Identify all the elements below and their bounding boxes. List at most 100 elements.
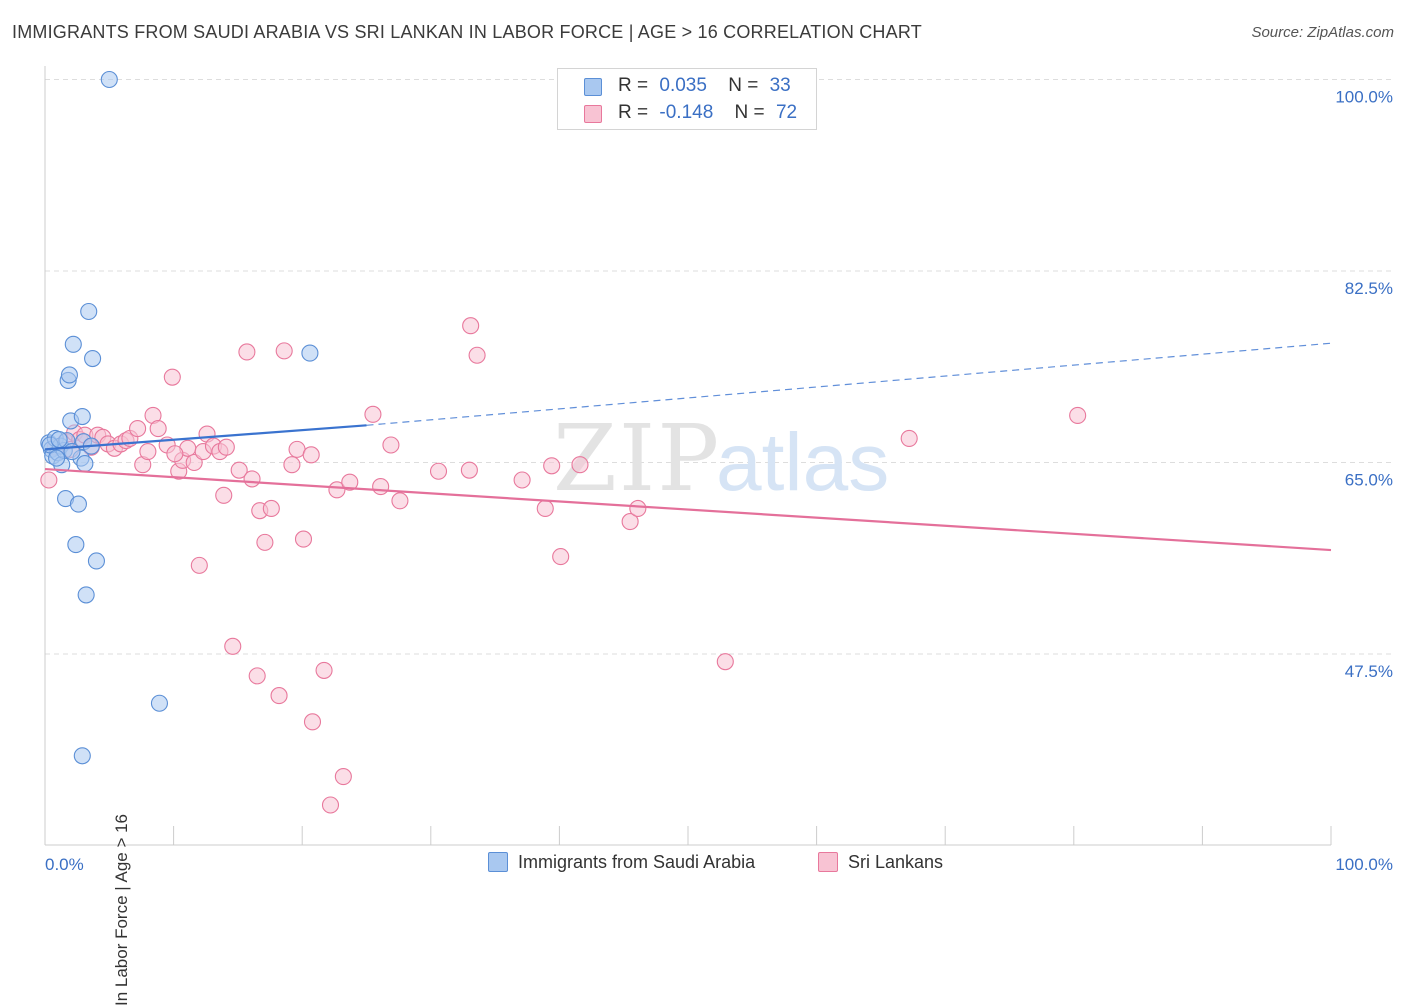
sri-lankans-point <box>900 429 918 447</box>
sri-lankans-point <box>303 713 322 731</box>
sri-lankans-point <box>243 470 261 488</box>
sri-lankans-point <box>571 456 589 474</box>
chart-title: IMMIGRANTS FROM SAUDI ARABIA VS SRI LANK… <box>12 22 922 42</box>
sri-lankans-point <box>543 457 561 475</box>
y-tick-label: 65.0% <box>1345 471 1393 490</box>
sri-lankans-point <box>321 796 340 814</box>
sri-lankans-point <box>230 461 248 479</box>
source-label: Source: ZipAtlas.com <box>1251 24 1394 41</box>
r-value: 0.035 <box>659 75 707 96</box>
sri-lankans-point <box>315 661 333 679</box>
n-value: 33 <box>769 75 791 96</box>
saudi-arabia-points <box>40 70 319 765</box>
legend-text-saudi: R = 0.035 N = 33 <box>618 75 791 97</box>
sri-lankans-point <box>621 513 639 531</box>
sri-lankans-point <box>513 471 531 489</box>
tick-labels: 47.5% 65.0% 82.5% 100.0% 0.0% 100.0% <box>45 88 1393 875</box>
legend-swatch-srilanka <box>584 105 602 123</box>
sri-lankans-point <box>40 471 58 489</box>
saudi-arabia-point <box>69 495 87 513</box>
saudi-arabia-point <box>73 747 91 765</box>
legend-bottom-label-srilanka: Sri Lankans <box>848 852 944 872</box>
y-tick-label: 100.0% <box>1335 88 1393 107</box>
n-value: 72 <box>775 102 798 123</box>
sri-lankans-point <box>391 492 409 510</box>
sri-lankans-point <box>149 420 167 438</box>
sri-lankans-point <box>328 481 346 499</box>
sri-lankans-point <box>129 420 147 438</box>
saudi-arabia-point <box>87 552 105 570</box>
srilanka-trend-line <box>44 467 1332 552</box>
sri-lankans-point <box>1069 406 1087 424</box>
sri-lankans-points <box>40 317 1087 814</box>
n-label: N = <box>728 75 759 96</box>
saudi-arabia-point <box>64 335 82 353</box>
sri-lankans-point <box>283 456 301 474</box>
saudi-arabia-point <box>100 70 118 89</box>
sri-lankans-point <box>185 453 203 472</box>
sri-lankans-point <box>341 473 359 491</box>
sri-lankans-point <box>334 768 352 786</box>
sri-lankans-point <box>460 461 478 479</box>
sri-lankans-point <box>294 530 313 548</box>
sri-lankans-point <box>716 653 734 671</box>
sri-lankans-point <box>215 486 233 504</box>
saudi-arabia-point <box>48 449 66 467</box>
sri-lankans-point <box>248 667 266 685</box>
n-label: N = <box>734 102 765 123</box>
y-tick-label: 82.5% <box>1345 279 1393 298</box>
sri-lankans-point <box>224 637 242 655</box>
sri-lankans-point <box>238 343 256 361</box>
saudi-arabia-point <box>84 349 102 368</box>
legend-swatch-saudi <box>584 78 602 96</box>
grid-lines <box>45 79 1395 655</box>
saudi-arabia-point <box>150 694 169 712</box>
sri-lankans-point <box>262 499 280 518</box>
saudi-trend-line <box>44 424 367 451</box>
sri-lankans-point <box>372 478 390 496</box>
saudi-arabia-point <box>67 536 85 554</box>
sri-lankans-point <box>536 499 554 518</box>
saudi-arabia-point <box>60 366 78 384</box>
sri-lankans-point <box>256 533 274 551</box>
saudi-arabia-point <box>301 344 319 362</box>
y-tick-label: 47.5% <box>1345 662 1393 681</box>
sri-lankans-point <box>462 317 480 335</box>
sri-lankans-point <box>163 368 181 386</box>
legend-bottom-swatch-saudi <box>488 852 508 872</box>
legend-bottom-saudi: Immigrants from Saudi Arabia <box>488 852 755 873</box>
saudi-arabia-point <box>77 586 95 604</box>
saudi-arabia-point <box>50 430 68 449</box>
sri-lankans-point <box>429 462 448 480</box>
legend-text-srilanka: R = -0.148 N = 72 <box>618 102 797 124</box>
saudi-arabia-point <box>73 407 91 426</box>
sri-lankans-point <box>382 436 400 454</box>
saudi-arabia-point <box>80 302 98 321</box>
sri-lankans-point <box>166 445 184 463</box>
saudi-arabia-point <box>76 455 94 473</box>
watermark-atlas: atlas <box>716 417 889 508</box>
sri-lankans-point <box>629 499 647 518</box>
saudi-trend-extension <box>366 342 1332 426</box>
sri-lankans-point <box>190 556 208 574</box>
sri-lankans-point <box>364 405 382 423</box>
correlation-legend: R = 0.035 N = 33 R = -0.148 N = 72 <box>557 68 817 130</box>
sri-lankans-point <box>468 346 486 364</box>
legend-bottom-label-saudi: Immigrants from Saudi Arabia <box>518 852 756 872</box>
sri-lankans-point <box>217 438 235 456</box>
sri-lankans-point <box>139 443 157 461</box>
y-axis-label: In Labor Force | Age > 16 <box>112 813 132 1006</box>
sri-lankans-point <box>552 548 570 566</box>
sri-lankans-point <box>270 687 288 705</box>
x-tick-label-max: 100.0% <box>1335 855 1393 874</box>
r-label: R = <box>618 102 649 123</box>
legend-bottom-swatch-srilanka <box>818 852 838 872</box>
r-label: R = <box>618 75 649 96</box>
legend-bottom-srilanka: Sri Lankans <box>818 852 943 873</box>
sri-lankans-point <box>275 342 293 360</box>
r-value: -0.148 <box>659 102 714 123</box>
sri-lankans-point <box>302 446 320 464</box>
trend-lines <box>44 342 1332 552</box>
